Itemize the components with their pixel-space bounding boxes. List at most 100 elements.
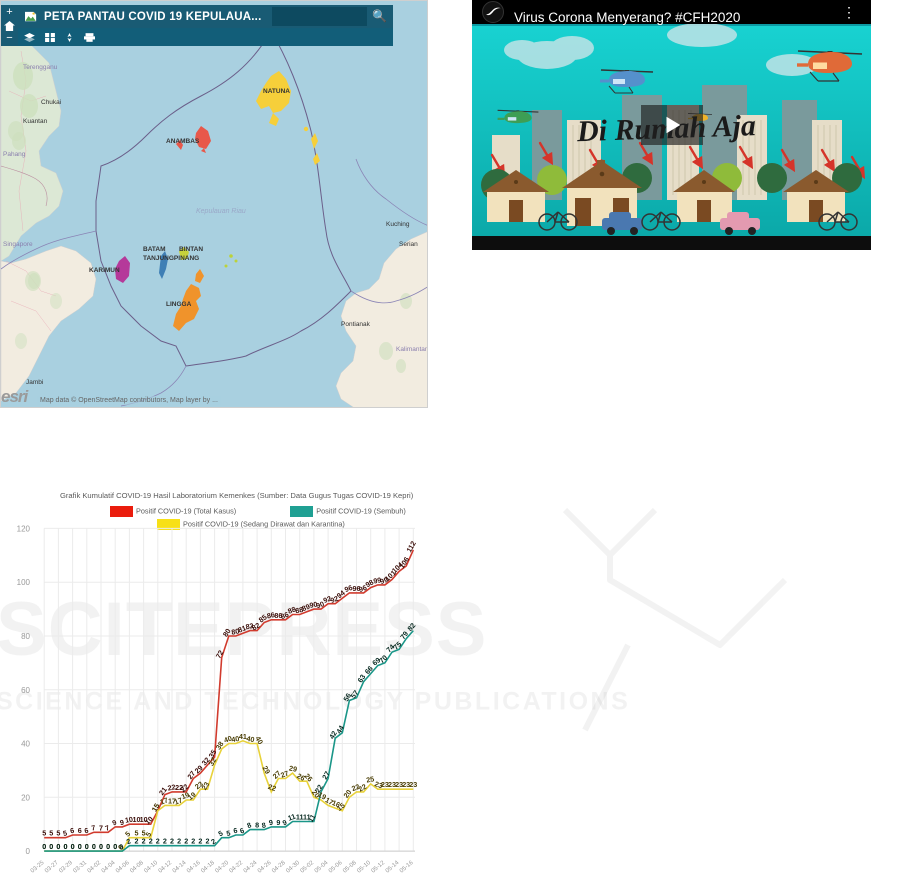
svg-text:04-26: 04-26 xyxy=(257,860,273,875)
svg-text:0: 0 xyxy=(106,842,110,851)
svg-text:5: 5 xyxy=(217,829,225,839)
svg-text:6: 6 xyxy=(69,826,75,836)
svg-text:2: 2 xyxy=(142,837,146,846)
svg-text:04-06: 04-06 xyxy=(115,860,131,875)
svg-text:2: 2 xyxy=(163,837,167,846)
svg-text:04-16: 04-16 xyxy=(186,860,202,875)
svg-text:03-25: 03-25 xyxy=(30,860,46,875)
svg-text:40: 40 xyxy=(21,740,30,749)
svg-text:5: 5 xyxy=(226,828,232,838)
svg-text:6: 6 xyxy=(84,826,90,836)
svg-text:112: 112 xyxy=(404,539,418,554)
svg-text:2: 2 xyxy=(170,837,174,846)
svg-text:0: 0 xyxy=(71,842,75,851)
svg-text:20: 20 xyxy=(21,793,30,802)
svg-text:05-06: 05-06 xyxy=(328,860,344,875)
svg-text:03-29: 03-29 xyxy=(58,860,74,875)
svg-text:5: 5 xyxy=(42,829,46,838)
svg-text:04-22: 04-22 xyxy=(229,860,245,875)
svg-text:120: 120 xyxy=(17,524,31,533)
svg-text:9: 9 xyxy=(268,818,274,828)
svg-text:0: 0 xyxy=(49,842,53,851)
svg-text:03-27: 03-27 xyxy=(44,860,60,875)
svg-text:80: 80 xyxy=(21,632,30,641)
svg-text:2: 2 xyxy=(135,837,139,846)
svg-text:2: 2 xyxy=(198,837,202,846)
svg-text:LINGGA: LINGGA xyxy=(166,301,192,308)
svg-text:ANAMBAS: ANAMBAS xyxy=(166,138,200,145)
svg-text:04-02: 04-02 xyxy=(87,860,103,875)
svg-text:04-30: 04-30 xyxy=(285,860,301,875)
svg-text:0: 0 xyxy=(42,842,46,851)
svg-text:5: 5 xyxy=(56,829,60,838)
svg-text:0: 0 xyxy=(99,842,103,851)
svg-text:05-14: 05-14 xyxy=(385,860,401,875)
svg-text:9: 9 xyxy=(281,818,288,828)
svg-text:2: 2 xyxy=(177,837,181,846)
svg-text:2: 2 xyxy=(191,837,195,846)
svg-text:03-31: 03-31 xyxy=(72,860,88,875)
svg-text:04-14: 04-14 xyxy=(172,860,188,875)
svg-text:04-04: 04-04 xyxy=(101,860,117,875)
svg-text:8: 8 xyxy=(255,821,259,830)
svg-text:5: 5 xyxy=(49,829,53,838)
svg-text:0: 0 xyxy=(78,842,82,851)
svg-text:04-10: 04-10 xyxy=(143,860,159,875)
svg-text:Kuantan: Kuantan xyxy=(23,118,48,125)
svg-text:05-12: 05-12 xyxy=(371,860,387,875)
svg-text:0: 0 xyxy=(56,842,60,851)
svg-text:Singapore: Singapore xyxy=(3,241,33,248)
svg-text:6: 6 xyxy=(233,826,239,836)
svg-text:05-02: 05-02 xyxy=(300,860,316,875)
svg-text:BATAM: BATAM xyxy=(143,246,166,253)
svg-text:Jambi: Jambi xyxy=(26,379,43,386)
svg-text:SCIENCE AND TECHNOLOGY PUBLICA: SCIENCE AND TECHNOLOGY PUBLICATIONS xyxy=(0,687,630,715)
svg-text:TANJUNGPINANG: TANJUNGPINANG xyxy=(143,255,199,262)
svg-text:04-18: 04-18 xyxy=(200,860,216,875)
svg-text:100: 100 xyxy=(17,578,31,587)
svg-text:6: 6 xyxy=(78,826,82,835)
svg-text:2: 2 xyxy=(184,837,188,846)
svg-text:7: 7 xyxy=(91,823,97,833)
svg-text:29: 29 xyxy=(288,763,298,773)
svg-text:05-16: 05-16 xyxy=(399,860,415,875)
svg-text:23: 23 xyxy=(409,780,417,789)
svg-text:22: 22 xyxy=(267,782,278,793)
svg-text:04-28: 04-28 xyxy=(271,860,287,875)
svg-text:6: 6 xyxy=(239,826,246,836)
svg-text:5: 5 xyxy=(62,828,68,838)
svg-text:0: 0 xyxy=(26,847,31,856)
svg-text:9: 9 xyxy=(276,818,280,827)
svg-text:BINTAN: BINTAN xyxy=(179,246,203,253)
svg-text:Kuching: Kuching xyxy=(386,221,410,228)
svg-text:8: 8 xyxy=(246,820,253,830)
svg-text:Terengganu: Terengganu xyxy=(23,64,58,71)
svg-text:04-12: 04-12 xyxy=(158,860,174,875)
svg-text:Chukai: Chukai xyxy=(41,99,61,106)
svg-text:0: 0 xyxy=(113,842,117,851)
svg-text:0: 0 xyxy=(92,842,96,851)
svg-text:60: 60 xyxy=(21,686,30,695)
svg-text:05-10: 05-10 xyxy=(356,860,372,875)
svg-text:0: 0 xyxy=(85,842,89,851)
svg-text:Pahang: Pahang xyxy=(3,151,26,158)
svg-text:05-08: 05-08 xyxy=(342,860,358,875)
svg-text:63: 63 xyxy=(356,673,368,684)
svg-text:KARIMUN: KARIMUN xyxy=(89,267,120,274)
svg-text:04-20: 04-20 xyxy=(214,860,230,875)
svg-text:NATUNA: NATUNA xyxy=(263,88,290,95)
svg-text:Kalimantan B.: Kalimantan B. xyxy=(396,346,428,353)
svg-text:7: 7 xyxy=(104,823,111,833)
svg-text:32: 32 xyxy=(207,756,219,767)
svg-text:8: 8 xyxy=(261,820,267,830)
svg-text:2: 2 xyxy=(149,837,153,846)
svg-text:2: 2 xyxy=(156,837,160,846)
svg-text:Kepulauan Riau: Kepulauan Riau xyxy=(196,208,246,215)
svg-text:Pontianak: Pontianak xyxy=(341,321,371,328)
svg-text:25: 25 xyxy=(365,774,375,784)
svg-text:0: 0 xyxy=(64,842,68,851)
svg-text:04-24: 04-24 xyxy=(243,860,259,875)
svg-text:04-08: 04-08 xyxy=(129,860,145,875)
svg-text:Serian: Serian xyxy=(399,241,418,248)
svg-text:05-04: 05-04 xyxy=(314,860,330,875)
